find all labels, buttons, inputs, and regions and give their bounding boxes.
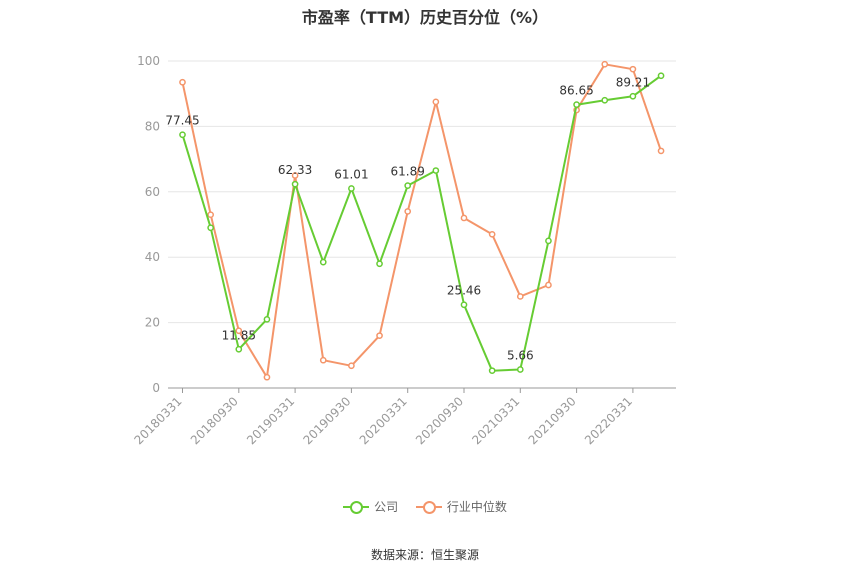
data-point-0 — [319, 258, 327, 266]
data-point-1 — [348, 362, 355, 370]
x-tick-label: 20210331 — [469, 394, 522, 447]
legend-item-company[interactable]: 公司 — [343, 498, 398, 515]
data-point-0 — [235, 345, 243, 353]
legend-swatch-company — [343, 500, 370, 514]
x-tick-label: 20200331 — [357, 394, 410, 447]
y-tick-label: 80 — [145, 119, 160, 133]
x-tick-label: 20180331 — [132, 394, 185, 447]
source-note: 数据来源：恒生聚源 — [370, 548, 479, 562]
legend-swatch-industry-median — [415, 500, 442, 514]
data-point-0 — [291, 180, 299, 188]
chart-title: 市盈率（TTM）历史百分位（%） — [301, 8, 549, 27]
data-label: 61.89 — [391, 165, 425, 179]
y-tick-label: 100 — [137, 54, 160, 68]
data-point-0 — [460, 301, 468, 309]
data-label: 25.46 — [447, 284, 481, 298]
x-tick-label: 20200930 — [413, 394, 466, 447]
y-tick-label: 0 — [152, 381, 160, 395]
legend-item-industry-median[interactable]: 行业中位数 — [415, 498, 507, 515]
data-point-0 — [545, 237, 552, 245]
data-point-1 — [488, 230, 496, 238]
data-point-1 — [460, 214, 468, 222]
legend-label-industry-median: 行业中位数 — [446, 500, 507, 514]
data-point-1 — [404, 208, 412, 215]
data-point-0 — [404, 182, 412, 189]
data-point-1 — [516, 293, 524, 300]
data-point-1 — [179, 78, 186, 86]
data-point-1 — [657, 147, 665, 155]
data-label: 89.21 — [616, 75, 650, 89]
x-tick-label: 20220331 — [582, 394, 635, 447]
data-label: 62.33 — [278, 163, 312, 177]
data-label: 77.45 — [165, 114, 199, 128]
x-tick-label: 20190331 — [244, 394, 297, 447]
data-point-1 — [235, 327, 243, 335]
data-point-0 — [207, 224, 214, 232]
data-point-1 — [545, 281, 552, 289]
data-point-0 — [601, 96, 609, 104]
data-point-0 — [516, 366, 524, 373]
data-label: 5.66 — [507, 348, 534, 362]
data-point-1 — [291, 172, 299, 179]
series-line-1 — [181, 63, 662, 379]
data-point-1 — [432, 98, 440, 106]
data-label: 61.01 — [334, 167, 368, 181]
x-tick-label: 20210930 — [526, 394, 579, 447]
y-tick-label: 40 — [145, 250, 160, 264]
data-point-0 — [629, 92, 637, 100]
data-point-0 — [179, 131, 186, 139]
data-point-1 — [629, 65, 637, 73]
y-tick-label: 60 — [145, 185, 160, 199]
data-point-0 — [488, 367, 496, 375]
data-label: 11.85 — [222, 328, 256, 342]
data-point-1 — [263, 373, 271, 381]
data-point-0 — [573, 101, 580, 109]
grid-lines — [168, 60, 676, 324]
data-point-1 — [376, 332, 383, 340]
data-point-1 — [601, 60, 609, 68]
y-tick-label: 20 — [145, 316, 160, 330]
legend: 公司 行业中位数 — [0, 498, 850, 517]
x-tick-label: 20180930 — [188, 394, 241, 447]
series-line-0 — [181, 74, 662, 372]
axes: 0 20 40 60 80 100 20180331 20180930 20190331 2019… — [132, 54, 676, 447]
series — [179, 60, 665, 381]
data-point-0 — [432, 167, 440, 174]
data-point-0 — [348, 185, 355, 192]
data-point-0 — [376, 260, 383, 268]
data-label: 86.65 — [559, 84, 593, 98]
data-point-1 — [319, 356, 327, 364]
data-labels: 77.45 11.85 62.33 61.01 61.89 25.46 5.66 86.65 8… — [165, 75, 650, 362]
legend-label-company: 公司 — [374, 500, 399, 514]
x-tick-label: 20190930 — [300, 394, 353, 447]
data-point-1 — [207, 211, 214, 219]
data-point-0 — [263, 315, 271, 323]
data-point-0 — [657, 72, 665, 80]
